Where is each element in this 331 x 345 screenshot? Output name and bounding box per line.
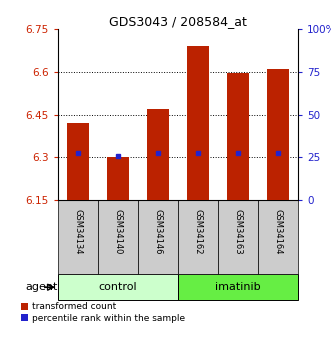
Text: imatinib: imatinib xyxy=(215,282,261,292)
Bar xyxy=(58,274,178,300)
Text: GSM34162: GSM34162 xyxy=(193,209,203,255)
Text: GSM34163: GSM34163 xyxy=(233,209,242,255)
Text: GSM34164: GSM34164 xyxy=(273,209,282,255)
Text: GSM34140: GSM34140 xyxy=(114,209,122,254)
Title: GDS3043 / 208584_at: GDS3043 / 208584_at xyxy=(109,15,247,28)
Text: control: control xyxy=(99,282,137,292)
Bar xyxy=(227,73,249,200)
Text: GSM34146: GSM34146 xyxy=(153,209,163,255)
Text: agent: agent xyxy=(25,282,58,292)
Bar xyxy=(178,200,218,274)
Bar xyxy=(98,200,138,274)
Bar xyxy=(178,274,298,300)
Bar xyxy=(138,200,178,274)
Bar xyxy=(58,200,98,274)
Bar xyxy=(218,200,258,274)
Legend: transformed count, percentile rank within the sample: transformed count, percentile rank withi… xyxy=(21,303,185,323)
Bar xyxy=(187,47,209,200)
Bar xyxy=(107,157,129,200)
Text: GSM34134: GSM34134 xyxy=(73,209,82,255)
Bar xyxy=(67,123,89,200)
Bar xyxy=(267,69,289,200)
Bar xyxy=(258,200,298,274)
Bar xyxy=(147,109,169,200)
